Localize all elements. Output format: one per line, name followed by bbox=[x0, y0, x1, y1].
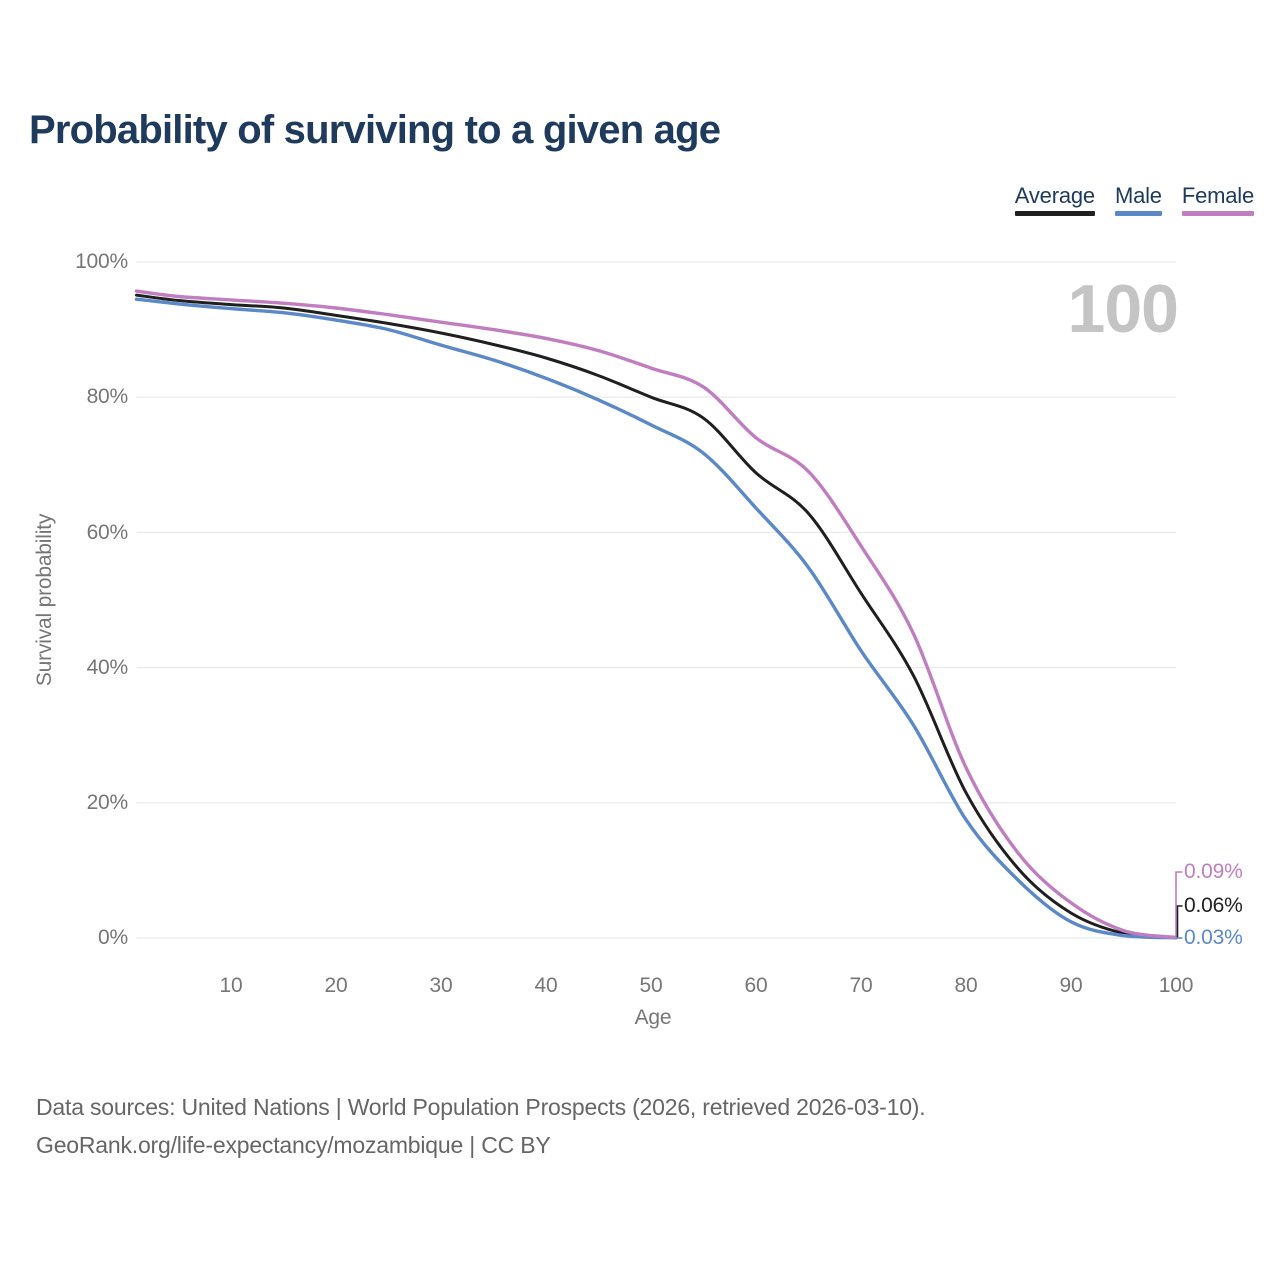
y-tick-100: 100% bbox=[75, 250, 128, 273]
legend: Average Male Female bbox=[1014, 183, 1254, 216]
end-label-average: 0.06% bbox=[1184, 894, 1243, 917]
y-tick-40: 40% bbox=[86, 656, 129, 679]
end-label-male: 0.03% bbox=[1184, 926, 1243, 949]
legend-label-average: Average bbox=[1014, 183, 1095, 208]
x-tick-80: 80 bbox=[954, 974, 978, 997]
x-tick-100: 100 bbox=[1158, 974, 1194, 997]
end-connector-average bbox=[1176, 905, 1183, 938]
x-tick-60: 60 bbox=[744, 974, 768, 997]
y-tick-60: 60% bbox=[86, 521, 129, 544]
x-tick-90: 90 bbox=[1059, 974, 1083, 997]
y-tick-20: 20% bbox=[86, 791, 129, 814]
series-line-male bbox=[134, 297, 1178, 940]
legend-swatch-average bbox=[1014, 211, 1095, 216]
x-tick-40: 40 bbox=[534, 974, 558, 997]
y-axis-title: Survival probability bbox=[33, 513, 56, 687]
end-label-female: 0.09% bbox=[1184, 860, 1243, 883]
y-tick-80: 80% bbox=[86, 385, 129, 408]
data-sources-footer: Data sources: United Nations | World Pop… bbox=[36, 1088, 1236, 1164]
legend-item-female[interactable]: Female bbox=[1181, 183, 1254, 216]
legend-item-average[interactable]: Average bbox=[1014, 183, 1095, 216]
footer-line-1: Data sources: United Nations | World Pop… bbox=[36, 1094, 926, 1120]
series-line-average bbox=[135, 293, 1178, 940]
x-tick-10: 10 bbox=[219, 974, 243, 997]
x-tick-30: 30 bbox=[429, 974, 453, 997]
y-tick-0: 0% bbox=[98, 926, 128, 949]
legend-swatch-male bbox=[1114, 211, 1162, 216]
x-tick-70: 70 bbox=[849, 974, 873, 997]
legend-item-male[interactable]: Male bbox=[1114, 183, 1162, 216]
age-watermark: 100 bbox=[1067, 271, 1179, 347]
series-line-female bbox=[134, 289, 1178, 940]
footer-line-2: GeoRank.org/life-expectancy/mozambique |… bbox=[36, 1132, 551, 1158]
end-connector-female bbox=[1175, 871, 1183, 938]
legend-label-male: Male bbox=[1114, 183, 1162, 208]
legend-label-female: Female bbox=[1181, 183, 1254, 208]
page-title: Probability of surviving to a given age bbox=[29, 108, 721, 152]
x-tick-50: 50 bbox=[639, 974, 663, 997]
x-axis-title: Age bbox=[634, 1006, 672, 1029]
legend-swatch-female bbox=[1181, 211, 1254, 216]
x-tick-20: 20 bbox=[324, 974, 348, 997]
